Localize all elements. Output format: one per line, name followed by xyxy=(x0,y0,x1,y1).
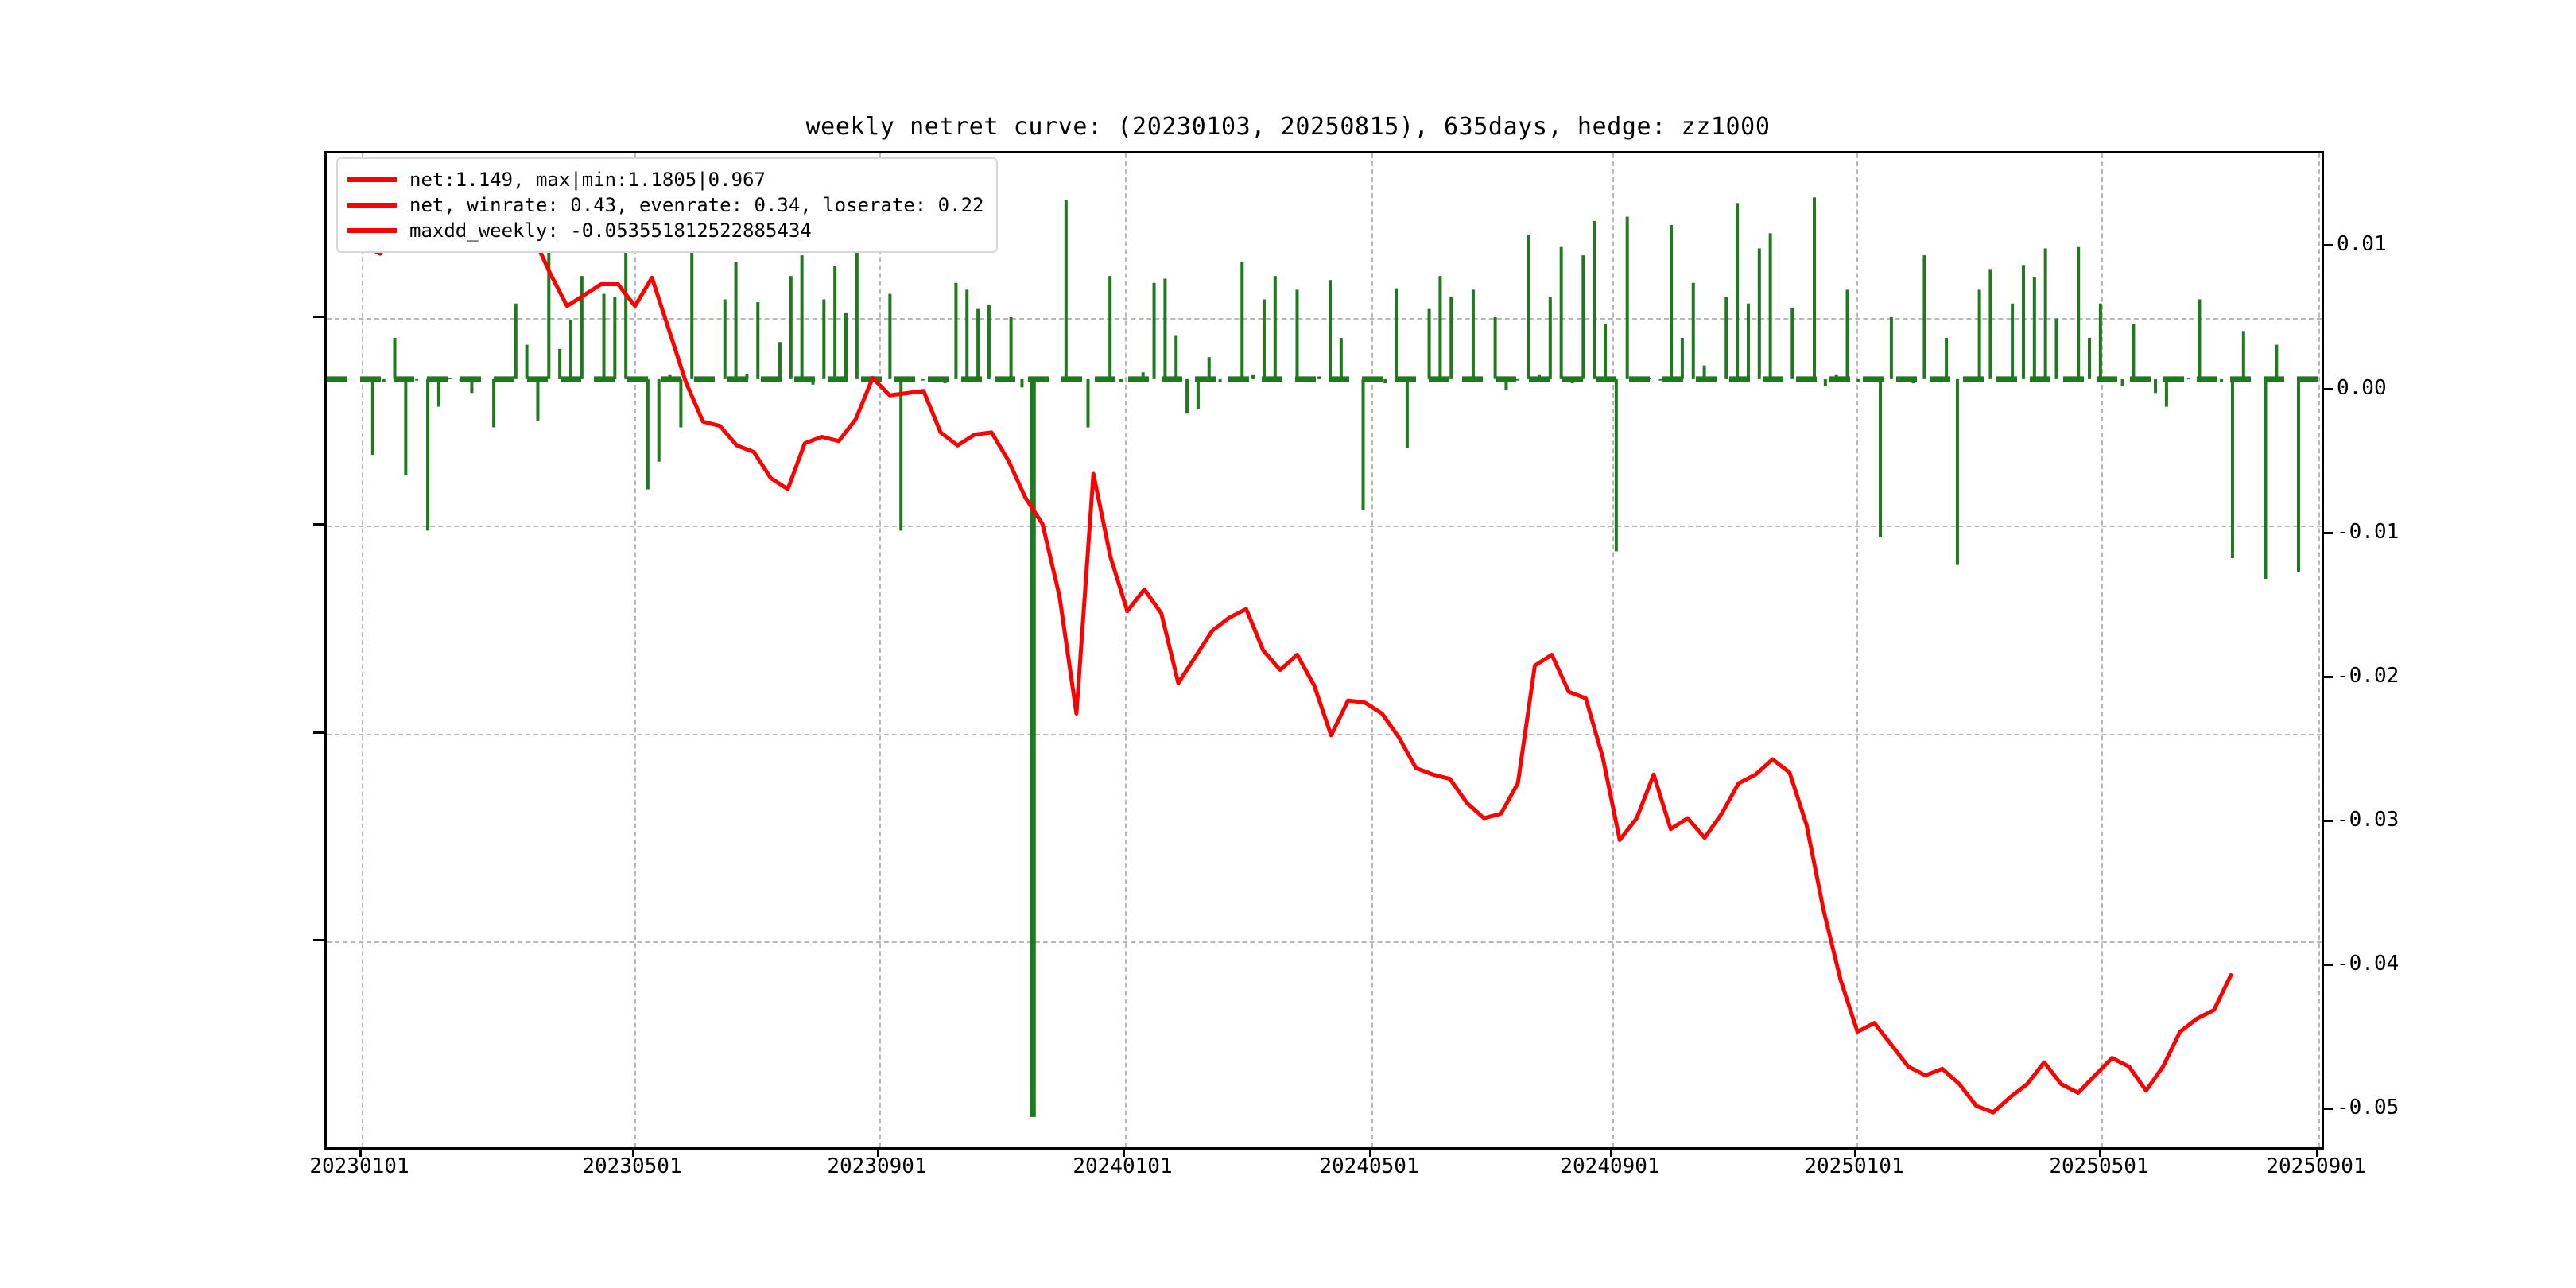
legend-item-label: net:1.149, max|min:1.1805|0.967 xyxy=(409,169,766,191)
maxdd-weekly-bars xyxy=(370,193,2300,1117)
y-left-tickmark xyxy=(313,523,324,526)
y-right-tickmark xyxy=(2322,532,2333,534)
legend-color-swatch xyxy=(347,228,397,233)
y-right-tick-label: 0.01 xyxy=(2337,232,2387,256)
x-tick-label: 20250501 xyxy=(2049,1154,2149,1178)
gridline-vertical xyxy=(634,153,636,1147)
legend: net:1.149, max|min:1.1805|0.967 net, win… xyxy=(336,157,999,253)
y-left-tickmark xyxy=(313,731,324,734)
x-tick-label: 20230501 xyxy=(582,1154,682,1178)
gridline-vertical xyxy=(1856,153,1858,1147)
gridline-vertical xyxy=(1371,153,1373,1147)
x-tickmark xyxy=(2099,1146,2101,1157)
x-tickmark xyxy=(2316,1146,2318,1157)
legend-color-swatch xyxy=(347,177,397,182)
net-value-line xyxy=(361,180,2233,1115)
x-tick-label: 20230901 xyxy=(827,1154,927,1178)
y-right-tickmark xyxy=(2322,388,2333,390)
gridline-horizontal xyxy=(327,734,2322,735)
y-right-tick-label: -0.02 xyxy=(2337,664,2399,688)
y-right-tickmark xyxy=(2322,820,2333,822)
y-right-tick-label: 0.00 xyxy=(2337,376,2387,400)
page-title: weekly netret curve: (20230103, 20250815… xyxy=(805,113,1771,141)
x-tick-label: 20240101 xyxy=(1073,1154,1173,1178)
legend-item-label: maxdd_weekly: -0.053551812522885434 xyxy=(409,219,812,242)
x-tickmark xyxy=(1610,1146,1612,1157)
legend-item: maxdd_weekly: -0.053551812522885434 xyxy=(347,218,983,243)
plot-area xyxy=(324,151,2324,1150)
x-tickmark xyxy=(359,1146,362,1157)
plot-inner xyxy=(327,153,2322,1147)
gridline-vertical xyxy=(1612,153,1614,1147)
gridline-horizontal xyxy=(327,526,2322,527)
y-right-tick-label: -0.04 xyxy=(2337,952,2399,976)
gridline-horizontal xyxy=(327,318,2322,320)
x-tickmark xyxy=(1123,1146,1125,1157)
gridline-vertical xyxy=(362,153,363,1147)
legend-color-swatch xyxy=(347,203,397,208)
legend-item-label: net, winrate: 0.43, evenrate: 0.34, lose… xyxy=(409,194,984,216)
y-right-tickmark xyxy=(2322,244,2333,246)
x-tick-label: 20240501 xyxy=(1319,1154,1419,1178)
x-tick-label: 20250901 xyxy=(2266,1154,2366,1178)
x-tickmark xyxy=(877,1146,879,1157)
gridline-vertical xyxy=(1125,153,1127,1147)
y-right-tickmark xyxy=(2322,1108,2333,1110)
y-left-tickmark xyxy=(313,939,324,941)
legend-item: net:1.149, max|min:1.1805|0.967 xyxy=(347,167,983,192)
y-right-tickmark xyxy=(2322,964,2333,966)
gridline-vertical xyxy=(879,153,881,1147)
y-right-tickmark xyxy=(2322,676,2333,678)
x-tick-label: 20250101 xyxy=(1804,1154,1904,1178)
gridline-horizontal xyxy=(327,941,2322,943)
y-right-tick-label: -0.01 xyxy=(2337,520,2399,544)
gridline-vertical xyxy=(2318,153,2320,1147)
y-right-tick-label: -0.03 xyxy=(2337,808,2399,832)
y-left-tickmark xyxy=(313,316,324,318)
x-tickmark xyxy=(1854,1146,1856,1157)
legend-item: net, winrate: 0.43, evenrate: 0.34, lose… xyxy=(347,192,983,218)
y-right-tick-label: -0.05 xyxy=(2337,1096,2399,1119)
gridline-vertical xyxy=(2101,153,2103,1147)
series-canvas xyxy=(327,180,2322,1117)
x-tickmark xyxy=(1369,1146,1371,1157)
x-tickmark xyxy=(632,1146,634,1157)
x-tick-label: 20240901 xyxy=(1560,1154,1660,1178)
x-tick-label: 20230101 xyxy=(309,1154,409,1178)
